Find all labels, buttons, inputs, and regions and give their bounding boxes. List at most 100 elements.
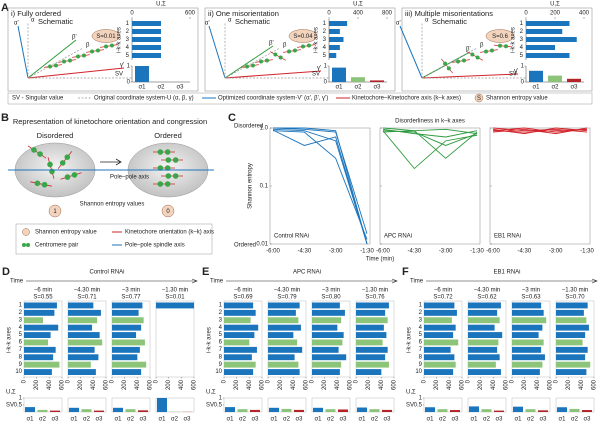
u-tick-label: 0 [130,11,134,17]
y-tick-label: 0.01 [256,242,268,248]
panel-label: D [2,266,10,278]
row-bar [24,354,54,361]
row-label: 3 [219,317,223,323]
u-tick-label: 600 [185,11,196,17]
column-frame [511,300,551,378]
row-bar [556,309,584,316]
row-bar [424,309,457,316]
time-label: Time [210,279,224,285]
centromere [273,52,278,57]
row-bar [268,332,294,338]
legend-swatch [26,243,30,247]
legend-box [7,92,593,105]
sigma-label: σ2 [157,85,165,91]
row-bar [68,354,99,361]
y-tick-label: 1.0 [260,126,269,132]
row-label: 1 [126,21,130,27]
row-label: 7 [219,347,223,353]
u-tick-label: 600 [460,379,466,390]
sv-bar [113,407,123,412]
sigma-label: σ2 [571,417,579,423]
row-bar [268,361,299,368]
axis-vector [224,70,322,79]
sv-tick-label: 1 [127,64,131,70]
row-bar [68,339,103,346]
row-bar [424,346,451,353]
time-value: −4.30 min [474,288,501,294]
row-bar [268,354,295,361]
sigma-label: σ2 [483,417,491,423]
sv-bar [382,409,392,412]
sv-bar [69,407,79,412]
row-bar [112,324,142,331]
centromere [64,174,71,180]
u-tick-label: 400 [291,379,297,390]
sv-tick-label: 0.5 [414,403,423,409]
sigma-label: σ2 [39,417,47,423]
kk-axis [58,59,76,63]
u-tick-label: 0 [310,379,316,383]
u-tick-label: 200 [166,379,172,390]
sv-bar [50,410,60,412]
centromere [498,43,503,48]
row-bar [112,339,145,346]
u-tick-label: 0 [154,379,160,383]
row-label: 2 [219,310,223,316]
row-bar [24,369,52,375]
row-label: 1 [19,303,23,309]
row-bar [112,369,142,375]
u-tick-label: 600 [548,379,554,390]
panel-title: i) Fully ordered [11,9,61,18]
row-bar [112,354,138,361]
sigma-label: σ1 [26,417,34,423]
panel-title: Control RNAi [89,270,124,276]
row-bar [556,354,586,361]
u-tick-label: 200 [234,379,240,390]
entropy-value: S=0.69 [233,295,253,301]
row-bar [268,317,299,324]
vector-label: β [283,43,287,49]
sv-bar [450,410,460,412]
centromere [172,173,179,179]
centromere [461,58,466,63]
row-label: 2 [323,29,327,35]
panel-label: F [402,266,409,278]
row-bar [512,309,544,316]
row-bar [356,324,384,331]
x-tick-label: -1:30 [470,249,484,255]
row-label: 2 [126,29,130,35]
vector-label: α' [205,21,210,27]
sv-bar [582,410,592,412]
x-tick-label: -4:30 [407,249,421,255]
panel-label: A [1,2,9,14]
row-label: 2 [520,29,524,35]
row-bar [556,324,589,331]
row-label: 4 [19,325,23,331]
row-label: 5 [19,332,23,338]
sigma-label: σ3 [373,85,381,91]
sigma-label: σ1 [335,85,343,91]
sv-bar [237,409,248,412]
legend-text: Kinetochore–Kinetochore axis (k–k axes) [352,96,461,102]
row-bar [112,302,143,309]
sigma-label: σ1 [138,85,146,91]
row-bar [424,339,459,346]
row-bar [512,324,543,331]
column-frame [223,300,263,378]
sigma-label: σ3 [583,417,591,423]
row-bar [24,332,51,338]
legend-swatch [22,228,30,236]
centromere [34,180,41,187]
row-bar [356,346,388,353]
u-tick-label: 600 [504,379,510,390]
row-bar [24,346,56,353]
sigma-label: σ3 [139,417,147,423]
row-label: 7 [419,347,423,353]
legend-text: Original coordinate system-U (α, β, γ) [94,96,194,102]
column-frame [111,300,151,378]
u-tick-label: 600 [60,379,66,390]
time-value: −1.30 min [162,288,189,294]
row-bar [68,324,93,331]
kk-axis [466,51,484,61]
row-label: 7 [19,347,23,353]
